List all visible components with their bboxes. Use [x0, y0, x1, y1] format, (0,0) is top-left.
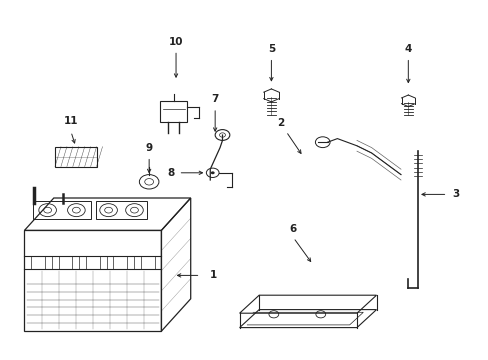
- Text: 7: 7: [211, 94, 219, 104]
- Text: 5: 5: [267, 44, 274, 54]
- Text: 1: 1: [210, 270, 217, 280]
- Text: 9: 9: [145, 143, 152, 153]
- Circle shape: [210, 171, 214, 174]
- Text: 8: 8: [167, 168, 174, 178]
- Text: 10: 10: [168, 37, 183, 47]
- Text: 11: 11: [63, 116, 78, 126]
- Text: 2: 2: [277, 118, 284, 128]
- Text: 6: 6: [289, 224, 296, 234]
- Text: 3: 3: [451, 189, 459, 199]
- Text: 4: 4: [404, 44, 411, 54]
